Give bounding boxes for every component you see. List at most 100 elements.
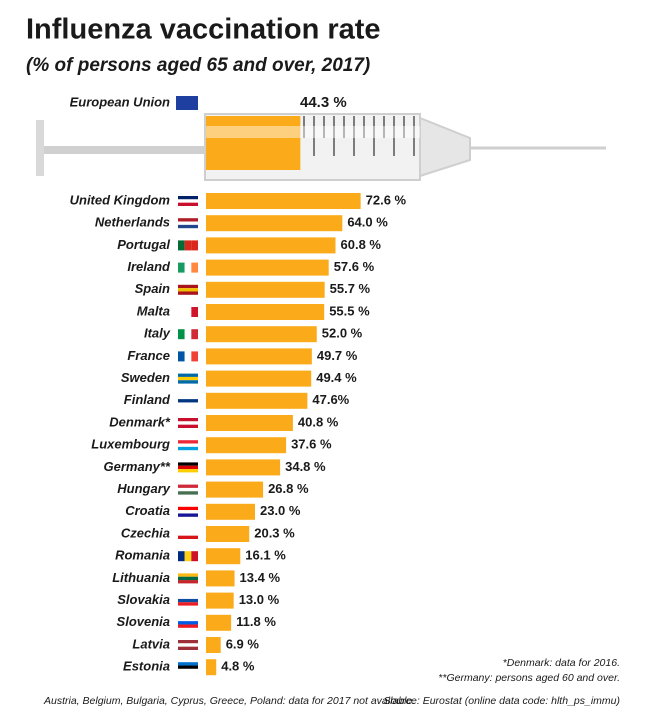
category-label: Croatia bbox=[125, 503, 170, 518]
flag-stripe bbox=[178, 668, 198, 673]
bar bbox=[206, 281, 325, 298]
flag-stripe bbox=[184, 240, 192, 251]
bar bbox=[206, 459, 281, 476]
flag-stripe bbox=[178, 196, 198, 200]
source: Source: Eurostat (online data code: hlth… bbox=[384, 695, 620, 707]
flag-stripe bbox=[191, 329, 199, 340]
flag-stripe bbox=[178, 640, 198, 644]
value-label: 26.8 % bbox=[268, 481, 309, 496]
flag-stripe bbox=[178, 602, 198, 606]
flag-stripe bbox=[178, 224, 198, 229]
bar bbox=[206, 592, 234, 609]
flag-stripe bbox=[178, 446, 198, 451]
flag-stripe bbox=[184, 351, 192, 362]
value-label: 11.8 % bbox=[236, 614, 276, 629]
flag-stripe bbox=[178, 288, 198, 292]
category-label: Lithuania bbox=[112, 570, 170, 585]
eu-flag bbox=[176, 96, 198, 110]
flag-stripe bbox=[178, 424, 198, 428]
flag-stripe bbox=[178, 262, 185, 273]
chart-title: Influenza vaccination rate bbox=[26, 14, 381, 46]
flag-stripe bbox=[184, 262, 192, 273]
flag-stripe bbox=[178, 462, 198, 466]
category-label: Latvia bbox=[132, 636, 170, 651]
bar bbox=[206, 614, 232, 631]
flag-stripe bbox=[178, 595, 198, 599]
flag-stripe bbox=[178, 624, 198, 628]
category-label: France bbox=[127, 348, 170, 363]
category-label: Ireland bbox=[127, 259, 171, 274]
flag-stripe bbox=[178, 395, 198, 400]
flag-stripe bbox=[178, 376, 198, 381]
category-label: Sweden bbox=[121, 370, 170, 385]
chart-subtitle: (% of persons aged 65 and over, 2017) bbox=[26, 55, 370, 76]
bar bbox=[206, 237, 336, 254]
flag-stripe bbox=[178, 551, 185, 562]
flag-stripe bbox=[178, 529, 198, 533]
value-label: 49.4 % bbox=[316, 370, 357, 385]
value-label: 64.0 % bbox=[347, 215, 388, 230]
bar bbox=[206, 392, 308, 409]
flag-stripe bbox=[191, 551, 199, 562]
category-label: Hungary bbox=[117, 481, 171, 496]
value-label: 16.1 % bbox=[245, 548, 286, 563]
category-label: Slovenia bbox=[117, 614, 170, 629]
syringe-fill bbox=[206, 116, 301, 170]
flag-stripe bbox=[178, 218, 198, 222]
flag-stripe bbox=[191, 307, 199, 317]
flag-stripe bbox=[178, 576, 198, 581]
category-label: Czechia bbox=[121, 525, 170, 540]
flag-stripe bbox=[178, 202, 198, 206]
value-label: 72.6 % bbox=[366, 192, 407, 207]
flag-stripe bbox=[178, 510, 198, 514]
plunger-thumb bbox=[36, 120, 44, 176]
syringe bbox=[36, 113, 606, 181]
bar bbox=[206, 437, 287, 454]
category-label: Malta bbox=[137, 303, 170, 318]
category-label: Spain bbox=[135, 281, 170, 296]
category-label: United Kingdom bbox=[70, 192, 171, 207]
barrel-shine bbox=[206, 126, 420, 138]
category-label: Finland bbox=[124, 392, 171, 407]
value-label: 6.9 % bbox=[226, 636, 260, 651]
highlight-value: 44.3 % bbox=[300, 94, 347, 111]
bar bbox=[206, 304, 325, 320]
bar bbox=[206, 481, 264, 498]
flag-stripe bbox=[178, 351, 185, 362]
category-label: Luxembourg bbox=[91, 437, 170, 452]
flag-stripe bbox=[178, 621, 198, 625]
flag-stripe bbox=[178, 617, 198, 622]
value-label: 20.3 % bbox=[254, 525, 295, 540]
value-label: 13.0 % bbox=[239, 592, 280, 607]
category-label: Denmark* bbox=[109, 414, 171, 429]
category-label: Italy bbox=[144, 326, 171, 341]
highlight-label: European Union bbox=[70, 94, 170, 109]
flag-stripe bbox=[184, 307, 192, 317]
flag-stripe bbox=[178, 598, 198, 603]
value-label: 47.6% bbox=[312, 392, 349, 407]
flag-stripe bbox=[191, 240, 199, 251]
value-label: 55.5 % bbox=[329, 303, 370, 318]
flag-stripe bbox=[178, 440, 198, 444]
footnote: Austria, Belgium, Bulgaria, Cyprus, Gree… bbox=[43, 695, 415, 707]
flag-stripe bbox=[178, 469, 198, 473]
value-label: 52.0 % bbox=[322, 326, 363, 341]
bar bbox=[206, 259, 329, 276]
flag-stripe bbox=[178, 307, 185, 317]
bar bbox=[206, 326, 317, 343]
value-label: 4.8 % bbox=[221, 659, 255, 674]
note: *Denmark: data for 2016. bbox=[503, 657, 620, 669]
bar bbox=[206, 215, 343, 232]
value-label: 37.6 % bbox=[291, 437, 332, 452]
flag-stripe bbox=[178, 513, 198, 517]
bar bbox=[206, 548, 241, 565]
flag-stripe bbox=[178, 421, 198, 425]
value-label: 55.7 % bbox=[330, 281, 371, 296]
flag-stripe bbox=[178, 291, 198, 295]
category-label: Portugal bbox=[117, 237, 170, 252]
flag-stripe bbox=[191, 262, 199, 273]
bar bbox=[206, 193, 361, 209]
bar bbox=[206, 637, 221, 653]
cone bbox=[419, 116, 471, 178]
flag-stripe bbox=[178, 402, 198, 406]
